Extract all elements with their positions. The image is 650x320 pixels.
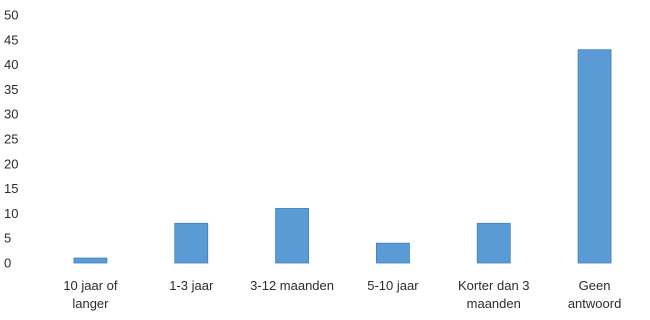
x-category-label: 1-3 jaar [169,278,214,293]
x-category-label: Geen [579,278,611,293]
y-tick-label: 0 [4,256,11,271]
x-category-label: Korter dan 3 [458,278,530,293]
x-category-label: langer [72,296,109,311]
x-category-label: antwoord [568,296,621,311]
x-category-label: 3-12 maanden [250,278,334,293]
y-tick-label: 40 [4,57,18,72]
y-tick-label: 5 [4,231,11,246]
y-tick-label: 35 [4,82,18,97]
bars [73,49,612,264]
bar [174,222,209,264]
bar [376,242,410,264]
bar [476,222,511,264]
x-category-label: 5-10 jaar [367,278,419,293]
y-tick-label: 45 [4,32,18,47]
y-tick-label: 30 [4,107,18,122]
y-tick-label: 50 [4,8,18,23]
y-tick-label: 15 [4,181,18,196]
x-axis-labels: 10 jaar of langer 1-3 jaar 3-12 maanden 5-10… [63,278,621,311]
y-tick-label: 25 [4,132,18,147]
y-axis: 0 5 10 15 20 25 30 35 40 45 50 [4,8,18,271]
bar [275,208,309,264]
y-tick-label: 20 [4,156,18,171]
y-tick-label: 10 [4,206,18,221]
x-category-label: maanden [467,296,521,311]
bar [73,257,108,264]
x-category-label: 10 jaar of [63,278,118,293]
bar [577,49,612,264]
